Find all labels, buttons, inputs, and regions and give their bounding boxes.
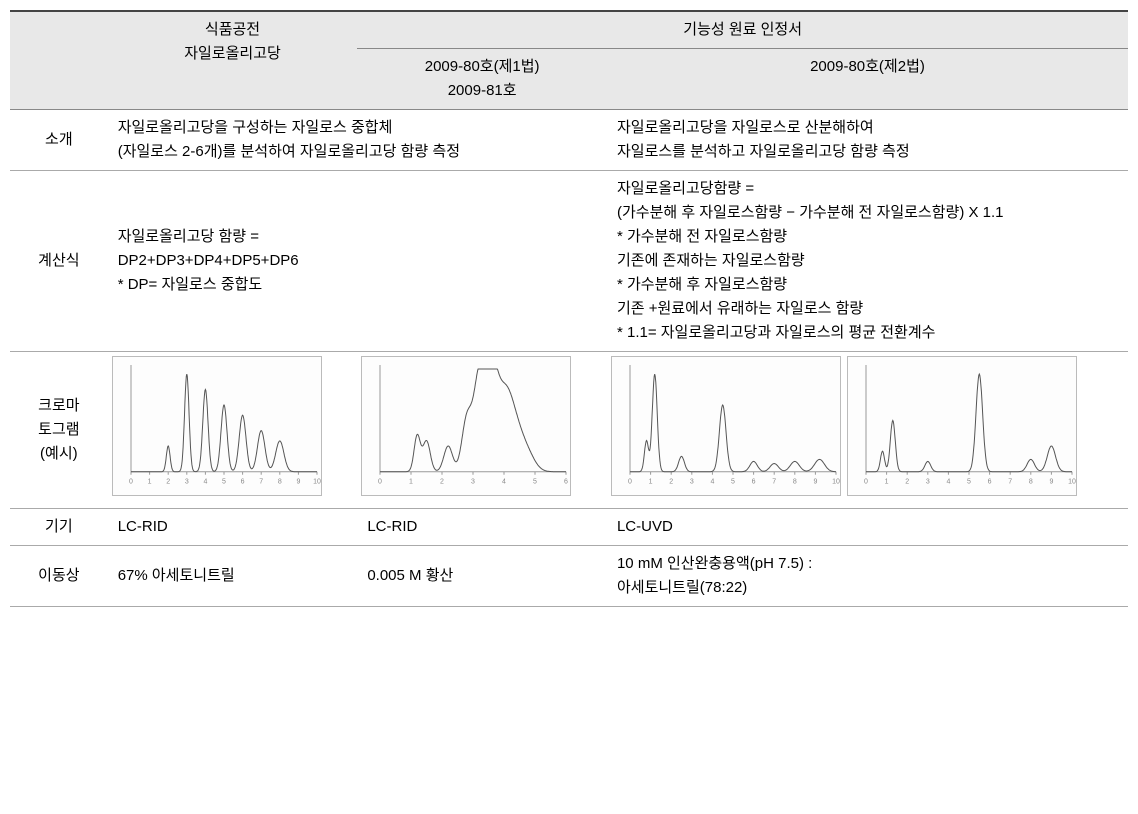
calc-left: 자일로올리고당 함량 = DP2+DP3+DP4+DP5+DP6 * DP= 자… (108, 171, 607, 352)
svg-text:10: 10 (832, 479, 840, 486)
svg-text:2: 2 (905, 479, 909, 486)
svg-text:9: 9 (813, 479, 817, 486)
row-mobile: 이동상 67% 아세토니트릴 0.005 M 황산 10 mM 인산완충용액(p… (10, 546, 1128, 607)
intro-right-l2: 자일로스를 분석하고 자일로올리고당 함량 측정 (617, 140, 1118, 164)
intro-left-l2: (자일로스 2-6개)를 분석하여 자일로올리고당 함량 측정 (118, 140, 597, 164)
intro-left: 자일로올리고당을 구성하는 자일로스 중합체 (자일로스 2-6개)를 분석하여… (108, 110, 607, 171)
hdr-col1: 식품공전 자일로올리고당 (108, 11, 358, 110)
calc-right-l7: * 1.1= 자일로올리고당과 자일로스의 평균 전환계수 (617, 321, 1118, 345)
svg-text:4: 4 (710, 479, 714, 486)
chrom-label-l1: 크로마 (20, 394, 98, 418)
instr-c: LC-UVD (607, 509, 1128, 546)
intro-right-l1: 자일로올리고당을 자일로스로 산분해하여 (617, 116, 1118, 140)
intro-label: 소개 (10, 110, 108, 171)
hdr-col2-l1: 2009-80호(제1법) (367, 55, 597, 79)
calc-right-l4: 기존에 존재하는 자일로스함량 (617, 249, 1118, 273)
svg-text:0: 0 (864, 479, 868, 486)
chromatogram-d: 0 1 2 3 4 5 6 7 8 9 10 (847, 356, 1077, 496)
instr-a: LC-RID (108, 509, 358, 546)
svg-text:3: 3 (690, 479, 694, 486)
chrom-b-cell: 0 1 2 3 4 5 6 (357, 352, 607, 509)
calc-label: 계산식 (10, 171, 108, 352)
svg-text:2: 2 (166, 479, 170, 486)
svg-text:9: 9 (296, 479, 300, 486)
mobile-b: 0.005 M 황산 (357, 546, 607, 607)
svg-text:8: 8 (793, 479, 797, 486)
chrom-a-cell: 0 1 2 3 4 5 6 7 8 9 10 (108, 352, 358, 509)
svg-text:0: 0 (628, 479, 632, 486)
chrom-label: 크로마 토그램 (예시) (10, 352, 108, 509)
svg-text:8: 8 (278, 479, 282, 486)
svg-text:7: 7 (772, 479, 776, 486)
hdr-blank (10, 11, 108, 110)
svg-text:3: 3 (185, 479, 189, 486)
chrom-cd-cell: 0 1 2 3 4 5 6 7 8 9 10 0 1 2 3 4 5 6 7 8 9 10 (607, 352, 1128, 509)
svg-text:5: 5 (533, 479, 537, 486)
svg-text:2: 2 (669, 479, 673, 486)
calc-right-l1: 자일로올리고당함량 = (617, 177, 1118, 201)
chromatogram-a: 0 1 2 3 4 5 6 7 8 9 10 (112, 356, 322, 496)
calc-right-l3: * 가수분해 전 자일로스함량 (617, 225, 1118, 249)
svg-text:6: 6 (988, 479, 992, 486)
hdr-col3: 2009-80호(제2법) (607, 49, 1128, 110)
hdr-group: 기능성 원료 인정서 (357, 11, 1128, 49)
svg-text:0: 0 (129, 479, 133, 486)
svg-text:1: 1 (409, 479, 413, 486)
hdr-col1-l1: 식품공전 (118, 18, 348, 42)
comparison-table: 식품공전 자일로올리고당 기능성 원료 인정서 2009-80호(제1법) 20… (10, 10, 1128, 607)
svg-text:6: 6 (564, 479, 568, 486)
svg-text:7: 7 (259, 479, 263, 486)
svg-text:1: 1 (649, 479, 653, 486)
svg-text:1: 1 (147, 479, 151, 486)
chrom-label-l3: (예시) (20, 442, 98, 466)
svg-text:6: 6 (752, 479, 756, 486)
mobile-c-l1: 10 mM 인산완충용액(pH 7.5) : (617, 552, 1118, 576)
mobile-c: 10 mM 인산완충용액(pH 7.5) : 아세토니트릴(78:22) (607, 546, 1128, 607)
row-intro: 소개 자일로올리고당을 구성하는 자일로스 중합체 (자일로스 2-6개)를 분… (10, 110, 1128, 171)
svg-text:2: 2 (440, 479, 444, 486)
hdr-col2: 2009-80호(제1법) 2009-81호 (357, 49, 607, 110)
svg-text:4: 4 (946, 479, 950, 486)
svg-text:5: 5 (967, 479, 971, 486)
svg-text:1: 1 (885, 479, 889, 486)
svg-text:10: 10 (313, 479, 321, 486)
hdr-col1-l2: 자일로올리고당 (118, 42, 348, 66)
intro-left-l1: 자일로올리고당을 구성하는 자일로스 중합체 (118, 116, 597, 140)
hdr-col2-l2: 2009-81호 (367, 79, 597, 103)
mobile-label: 이동상 (10, 546, 108, 607)
svg-text:5: 5 (731, 479, 735, 486)
calc-right-l2: (가수분해 후 자일로스함량 − 가수분해 전 자일로스함량) X 1.1 (617, 201, 1118, 225)
calc-right-l5: * 가수분해 후 자일로스함량 (617, 273, 1118, 297)
svg-text:7: 7 (1008, 479, 1012, 486)
chromatogram-c: 0 1 2 3 4 5 6 7 8 9 10 (611, 356, 841, 496)
svg-text:9: 9 (1049, 479, 1053, 486)
svg-text:4: 4 (203, 479, 207, 486)
calc-left-l1: 자일로올리고당 함량 = (118, 225, 597, 249)
calc-left-l2: DP2+DP3+DP4+DP5+DP6 (118, 249, 597, 273)
svg-text:3: 3 (471, 479, 475, 486)
chrom-label-l2: 토그램 (20, 418, 98, 442)
calc-right: 자일로올리고당함량 = (가수분해 후 자일로스함량 − 가수분해 전 자일로스… (607, 171, 1128, 352)
mobile-a: 67% 아세토니트릴 (108, 546, 358, 607)
row-calc: 계산식 자일로올리고당 함량 = DP2+DP3+DP4+DP5+DP6 * D… (10, 171, 1128, 352)
calc-left-l3: * DP= 자일로스 중합도 (118, 273, 597, 297)
row-instrument: 기기 LC-RID LC-RID LC-UVD (10, 509, 1128, 546)
svg-text:3: 3 (926, 479, 930, 486)
svg-text:0: 0 (378, 479, 382, 486)
svg-text:10: 10 (1068, 479, 1076, 486)
svg-text:5: 5 (222, 479, 226, 486)
instr-b: LC-RID (357, 509, 607, 546)
calc-right-l6: 기존 +원료에서 유래하는 자일로스 함량 (617, 297, 1118, 321)
instr-label: 기기 (10, 509, 108, 546)
svg-text:6: 6 (240, 479, 244, 486)
svg-text:4: 4 (502, 479, 506, 486)
mobile-c-l2: 아세토니트릴(78:22) (617, 576, 1118, 600)
svg-text:8: 8 (1029, 479, 1033, 486)
intro-right: 자일로올리고당을 자일로스로 산분해하여 자일로스를 분석하고 자일로올리고당 … (607, 110, 1128, 171)
row-chrom: 크로마 토그램 (예시) 012345678910 0123456 012345… (10, 352, 1128, 509)
chromatogram-b: 0 1 2 3 4 5 6 (361, 356, 571, 496)
